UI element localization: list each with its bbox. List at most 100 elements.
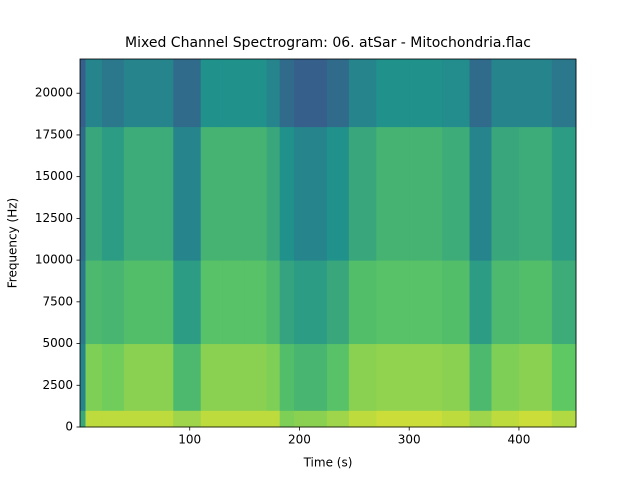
spectrogram-cell (293, 260, 328, 345)
spectrogram-cell (376, 260, 410, 345)
spectrogram-cell (173, 410, 202, 428)
spectrogram-cell (173, 343, 202, 411)
spectrogram-cell (491, 343, 520, 411)
spectrogram-cell (145, 260, 174, 345)
spectrogram-cell (200, 59, 224, 128)
spectrogram-cell (442, 343, 471, 411)
spectrogram-cell (469, 260, 493, 345)
spectrogram-cell (518, 126, 553, 261)
spectrogram-cell (222, 260, 246, 345)
spectrogram-cell (85, 126, 103, 261)
spectrogram-cell (200, 260, 224, 345)
spectrogram-cell (80, 410, 86, 428)
spectrogram-cell (145, 59, 174, 128)
spectrogram-cell (85, 343, 103, 411)
spectrogram-cell (266, 260, 281, 345)
spectrogram-cell (551, 410, 577, 428)
spectrogram-cell (101, 343, 125, 411)
y-tick-label: 17500 (35, 127, 73, 141)
spectrogram-cell (222, 59, 246, 128)
spectrogram-cell (222, 126, 246, 261)
spectrogram-cell (80, 260, 86, 345)
spectrogram-cell (80, 343, 86, 411)
spectrogram-cell (244, 59, 268, 128)
spectrogram-cell (279, 410, 295, 428)
spectrogram-cell (222, 410, 246, 428)
spectrogram-cell (348, 126, 377, 261)
spectrogram-cell (326, 260, 350, 345)
spectrogram-cell (326, 59, 350, 128)
spectrogram-cell (409, 410, 443, 428)
spectrogram-cell (469, 343, 493, 411)
spectrogram-cell (348, 343, 377, 411)
x-tick-label: 100 (178, 433, 201, 447)
spectrogram-cell (293, 59, 328, 128)
spectrogram-cell (200, 343, 224, 411)
spectrogram-cell (173, 260, 202, 345)
spectrogram-cell (145, 410, 174, 428)
spectrogram-cell (491, 59, 520, 128)
spectrogram-cell (518, 260, 553, 345)
spectrogram-cell (80, 126, 86, 261)
x-tick-label: 200 (288, 433, 311, 447)
spectrogram-cell (85, 260, 103, 345)
y-tick-label: 20000 (35, 86, 73, 100)
spectrogram-cell (266, 343, 281, 411)
spectrogram-cell (442, 260, 471, 345)
spectrogram-cell (279, 343, 295, 411)
spectrogram-cell (85, 410, 103, 428)
spectrogram-cells (80, 59, 577, 428)
spectrogram-cell (491, 260, 520, 345)
spectrogram-cell (222, 343, 246, 411)
spectrogram-cell (279, 59, 295, 128)
spectrogram-cell (200, 410, 224, 428)
axes: 100 200 300 400 0 2500 5000 7500 10000 12500 15000… (35, 58, 577, 447)
spectrogram-cell (376, 410, 410, 428)
spectrogram-cell (266, 59, 281, 128)
spectrogram-cell (518, 410, 553, 428)
spectrogram-cell (409, 343, 443, 411)
spectrogram-cell (376, 343, 410, 411)
y-tick-label: 15000 (35, 169, 73, 183)
spectrogram-cell (279, 260, 295, 345)
spectrogram-cell (244, 126, 268, 261)
spectrogram-cell (469, 126, 493, 261)
spectrogram-cell (409, 126, 443, 261)
spectrogram-cell (442, 126, 471, 261)
spectrogram-cell (244, 260, 268, 345)
spectrogram-cell (442, 59, 471, 128)
spectrogram-cell (348, 59, 377, 128)
spectrogram-cell (376, 126, 410, 261)
y-tick-label: 2500 (42, 378, 73, 392)
spectrogram-cell (145, 343, 174, 411)
y-tick-label: 0 (65, 420, 73, 434)
x-axis-label: Time (s) (303, 456, 353, 470)
y-tick-label: 12500 (35, 211, 73, 225)
spectrogram-cell (123, 59, 147, 128)
spectrogram-cell (123, 126, 147, 261)
spectrogram-cell (409, 260, 443, 345)
x-tick-label: 400 (507, 433, 530, 447)
spectrogram-cell (123, 343, 147, 411)
spectrogram-cell (85, 59, 103, 128)
spectrogram-cell (518, 59, 553, 128)
spectrogram-cell (348, 410, 377, 428)
spectrogram-cell (101, 260, 125, 345)
spectrogram-cell (123, 260, 147, 345)
spectrogram-cell (293, 343, 328, 411)
spectrogram-cell (244, 343, 268, 411)
plot-frame (79, 58, 577, 428)
spectrogram-cell (326, 126, 350, 261)
spectrogram-cell (279, 126, 295, 261)
spectrogram-cell (101, 126, 125, 261)
spectrogram-cell (469, 410, 493, 428)
y-axis-label: Frequency (Hz) (6, 198, 20, 289)
spectrogram-cell (518, 343, 553, 411)
spectrogram-cell (293, 410, 328, 428)
spectrogram-cell (491, 126, 520, 261)
spectrogram-cell (123, 410, 147, 428)
spectrogram-cell (173, 59, 202, 128)
y-tick-label: 10000 (35, 253, 73, 267)
spectrogram-cell (409, 59, 443, 128)
